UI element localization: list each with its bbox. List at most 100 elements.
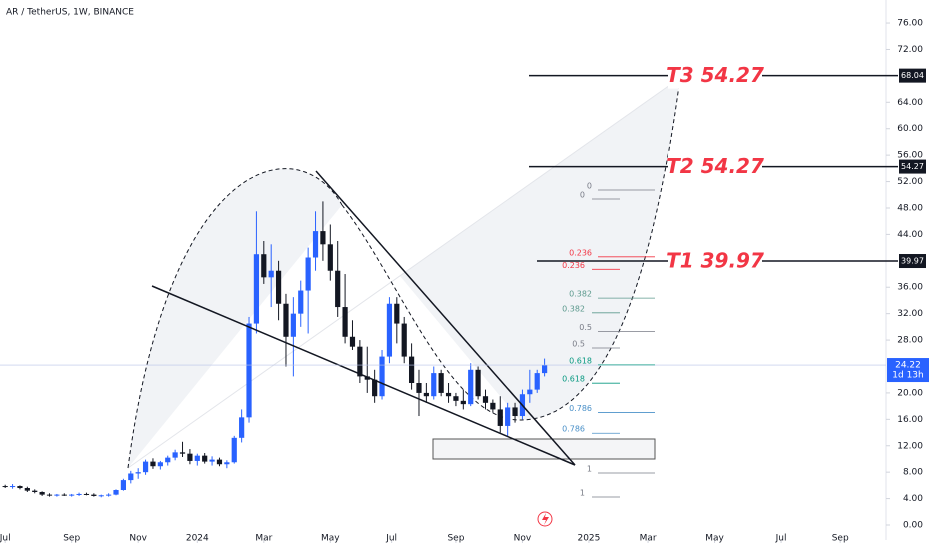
candle-body <box>91 494 97 496</box>
candle-body <box>61 494 67 496</box>
shaded-wedge <box>400 78 680 420</box>
target-tag <box>899 254 926 269</box>
candle-body <box>364 376 370 380</box>
y-tick-label: 44.00 <box>897 230 923 240</box>
fib-label: 0.5 <box>572 340 585 349</box>
chart-title: AR / TetherUS, 1W, BINANCE <box>6 8 134 18</box>
candle-body <box>453 396 459 401</box>
y-tick-label: 36.00 <box>897 283 923 293</box>
candle-body <box>275 270 282 304</box>
target-tag-label: 39.97 <box>901 257 924 266</box>
y-tick-label: 28.00 <box>897 336 923 346</box>
target-label-bg <box>668 153 762 180</box>
candle-body <box>268 270 274 278</box>
candle-body <box>423 392 429 397</box>
fib-label: 0 <box>580 191 585 200</box>
fib-label: 1 <box>587 465 592 474</box>
candle-body <box>24 488 30 491</box>
dashed-curve <box>341 77 681 421</box>
candle-body <box>17 486 23 489</box>
x-tick-label: Nov <box>129 534 147 544</box>
candle-body <box>9 486 16 488</box>
candle-body <box>460 400 466 405</box>
y-tick-label: 16.00 <box>897 415 923 425</box>
x-tick-label: 2024 <box>186 534 209 544</box>
fib-label: 1 <box>580 489 585 498</box>
y-tick-label: 4.00 <box>903 494 923 504</box>
candle-body <box>194 455 200 461</box>
event-icon[interactable] <box>537 511 553 527</box>
target-label-bg <box>668 248 762 275</box>
fib-label: 0.786 <box>569 404 592 413</box>
y-tick-label: 48.00 <box>897 203 923 213</box>
target-label-bg <box>668 62 762 89</box>
x-tick-label: Sep <box>63 534 80 544</box>
candle-body <box>497 409 503 426</box>
candle-body <box>106 494 112 496</box>
candle-body <box>298 290 304 314</box>
target-label: T2 54.27 <box>666 154 764 178</box>
x-tick-label: Sep <box>832 534 849 544</box>
y-tick-label: 8.00 <box>903 468 923 478</box>
y-tick-label: 60.00 <box>897 124 923 134</box>
candle-body <box>290 313 296 337</box>
x-tick-label: Mar <box>640 534 657 544</box>
candle-body <box>120 480 127 491</box>
candle-body <box>2 486 8 488</box>
fib-label: 0.236 <box>569 248 592 257</box>
candle-body <box>431 373 437 397</box>
candle-body <box>438 373 444 393</box>
y-tick-label: 52.00 <box>897 177 923 187</box>
last-price-label: 24.22 <box>895 361 921 371</box>
y-tick-label: 0.00 <box>903 521 923 531</box>
candle-body <box>386 303 393 357</box>
fib-label: 0.236 <box>562 261 585 270</box>
y-tick-label: 20.00 <box>897 388 923 398</box>
x-tick-label: 2025 <box>577 534 600 544</box>
candle-body <box>527 389 533 395</box>
lower-trendline <box>151 285 576 466</box>
candle-body <box>231 437 237 463</box>
candle-body <box>534 373 540 390</box>
candle-body <box>209 459 215 462</box>
candle-body <box>408 356 415 384</box>
candle-body <box>490 402 496 410</box>
fib-label: 0.5 <box>579 323 592 332</box>
candle-body <box>246 323 252 418</box>
shade-edge <box>127 77 681 469</box>
candle-body <box>69 494 75 496</box>
target-label: T3 54.27 <box>666 63 764 87</box>
support-box <box>432 438 656 460</box>
fib-label: 0.618 <box>562 375 585 384</box>
upper-trendline <box>315 170 576 466</box>
candle-body <box>239 417 245 438</box>
candle-body <box>76 493 82 495</box>
target-tag <box>899 159 926 174</box>
x-tick-label: Jul <box>385 534 397 544</box>
fib-label: 0.382 <box>569 290 592 299</box>
candle-body <box>150 461 156 467</box>
fib-label: 0.618 <box>569 356 592 365</box>
candle-body <box>372 379 378 397</box>
y-tick-label: 64.00 <box>897 98 923 108</box>
candle-body <box>401 323 407 357</box>
candle-body <box>512 407 518 417</box>
candle-body <box>305 257 311 291</box>
event-bolt <box>542 513 549 525</box>
candle-body <box>202 455 208 462</box>
candle-body <box>342 307 348 337</box>
y-tick-label: 12.00 <box>897 441 923 451</box>
candle-body <box>135 472 141 474</box>
candle-body <box>39 491 45 495</box>
candle-body <box>475 369 481 397</box>
dashed-arc <box>127 168 343 469</box>
candle-body <box>98 495 104 497</box>
candle-body <box>283 303 289 337</box>
candle-body <box>335 270 341 308</box>
candle-body <box>172 452 178 458</box>
x-tick-label: Mar <box>255 534 272 544</box>
candle-body <box>505 407 511 426</box>
candle-body <box>187 453 193 461</box>
candle-body <box>54 494 60 496</box>
